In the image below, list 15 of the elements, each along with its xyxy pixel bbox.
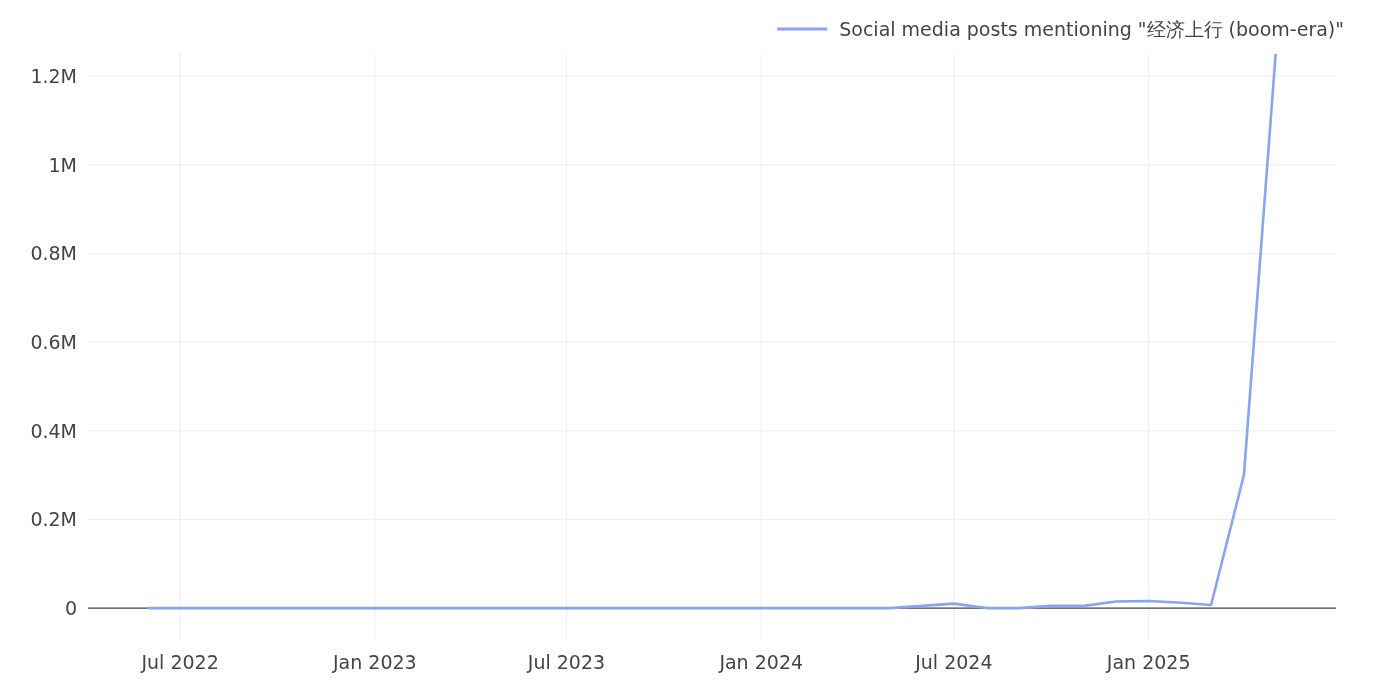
x-tick-label: Jan 2024 xyxy=(718,651,804,673)
x-tick-label: Jul 2022 xyxy=(140,651,219,673)
y-tick-label: 0 xyxy=(64,597,77,620)
legend-label: Social media posts mentioning "经济上行 (boom-era)" xyxy=(839,18,1344,40)
x-tick-label: Jul 2023 xyxy=(526,651,606,673)
y-tick-label: 0.4M xyxy=(30,419,77,442)
y-tick-label: 1.2M xyxy=(30,65,77,88)
x-tick-label: Jan 2025 xyxy=(1105,651,1191,673)
y-tick-label: 0.6M xyxy=(30,331,77,354)
y-tick-label: 0.8M xyxy=(30,242,77,265)
line-series xyxy=(147,54,1277,610)
x-tick-label: Jan 2023 xyxy=(332,651,417,673)
x-tick-label: Jul 2024 xyxy=(914,651,993,673)
y-tick-label: 1M xyxy=(48,153,77,176)
y-tick-label: 0.2M xyxy=(30,508,77,531)
